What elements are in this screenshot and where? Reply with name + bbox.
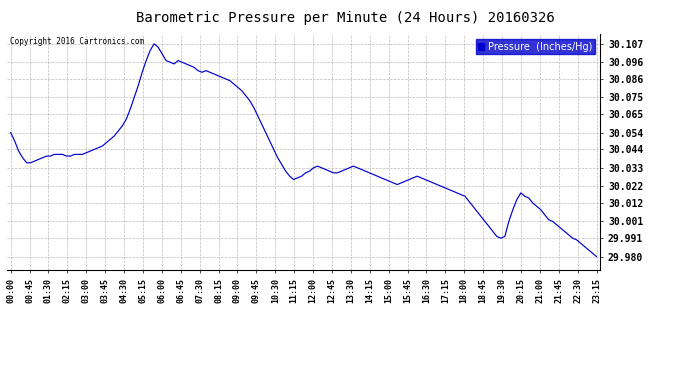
Legend: Pressure  (Inches/Hg): Pressure (Inches/Hg) xyxy=(475,39,595,54)
Text: Barometric Pressure per Minute (24 Hours) 20160326: Barometric Pressure per Minute (24 Hours… xyxy=(136,11,554,25)
Text: Copyright 2016 Cartronics.com: Copyright 2016 Cartronics.com xyxy=(10,37,144,46)
